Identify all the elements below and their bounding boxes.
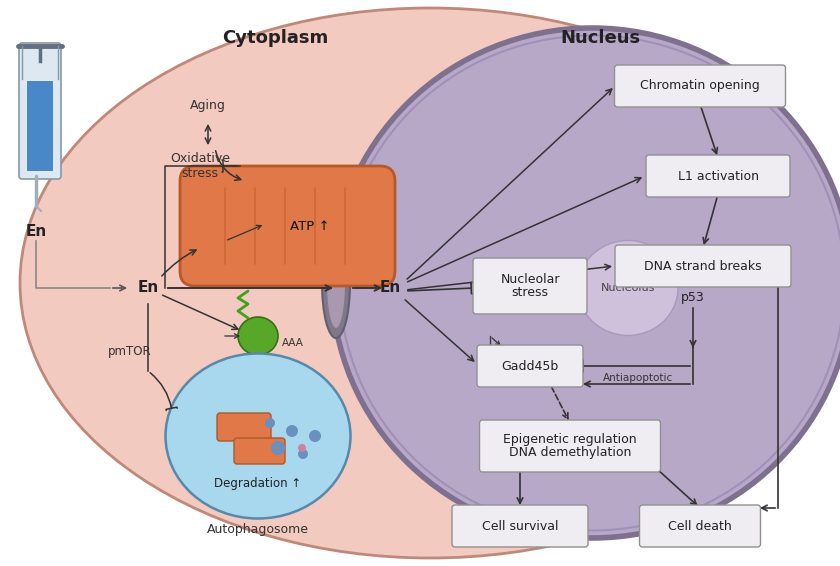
Text: DNA demethylation: DNA demethylation	[509, 446, 631, 459]
Text: Gadd45b: Gadd45b	[501, 359, 559, 372]
FancyBboxPatch shape	[234, 438, 285, 464]
Ellipse shape	[578, 241, 678, 336]
Text: Chromatin opening: Chromatin opening	[640, 79, 760, 92]
Text: p53: p53	[681, 291, 705, 305]
Text: Degradation ↑: Degradation ↑	[214, 478, 302, 491]
Ellipse shape	[309, 430, 321, 442]
Text: Epigenetic regulation: Epigenetic regulation	[503, 433, 637, 446]
FancyBboxPatch shape	[19, 43, 61, 179]
Ellipse shape	[286, 425, 298, 437]
Text: ATP ↑: ATP ↑	[290, 220, 330, 233]
FancyBboxPatch shape	[480, 420, 660, 472]
Ellipse shape	[298, 444, 306, 452]
FancyBboxPatch shape	[180, 166, 395, 286]
FancyBboxPatch shape	[615, 65, 785, 107]
Text: Antiapoptotic: Antiapoptotic	[603, 373, 673, 383]
FancyBboxPatch shape	[615, 245, 791, 287]
Text: Nucleolar: Nucleolar	[501, 273, 559, 286]
Text: Cytoplasm: Cytoplasm	[222, 29, 328, 47]
Text: AAA: AAA	[282, 338, 304, 348]
Text: stress: stress	[512, 286, 549, 299]
Ellipse shape	[322, 228, 350, 338]
Text: Autophagosome: Autophagosome	[207, 524, 309, 537]
Text: DNA strand breaks: DNA strand breaks	[644, 259, 762, 272]
FancyBboxPatch shape	[217, 413, 271, 441]
Ellipse shape	[238, 317, 278, 355]
Text: En: En	[380, 281, 401, 295]
FancyBboxPatch shape	[452, 505, 588, 547]
Text: Cell survival: Cell survival	[482, 520, 559, 533]
Text: Nucleus: Nucleus	[560, 29, 640, 47]
Text: Cell death: Cell death	[668, 520, 732, 533]
Text: En: En	[25, 224, 47, 238]
FancyBboxPatch shape	[639, 505, 760, 547]
Ellipse shape	[271, 441, 285, 455]
Ellipse shape	[265, 418, 275, 428]
Text: pmTOR: pmTOR	[108, 345, 152, 358]
Ellipse shape	[20, 8, 840, 558]
Text: L1 activation: L1 activation	[678, 169, 759, 182]
Ellipse shape	[298, 449, 308, 459]
Text: Nucleolus: Nucleolus	[601, 283, 655, 293]
FancyBboxPatch shape	[646, 155, 790, 197]
FancyBboxPatch shape	[477, 345, 583, 387]
Text: En: En	[138, 281, 159, 295]
FancyBboxPatch shape	[473, 258, 587, 314]
Text: Aging: Aging	[190, 100, 226, 113]
Ellipse shape	[332, 28, 840, 538]
Text: Oxidative
stress: Oxidative stress	[170, 152, 230, 180]
Ellipse shape	[165, 354, 350, 518]
Ellipse shape	[339, 36, 840, 530]
FancyBboxPatch shape	[27, 81, 53, 171]
Ellipse shape	[327, 238, 345, 328]
